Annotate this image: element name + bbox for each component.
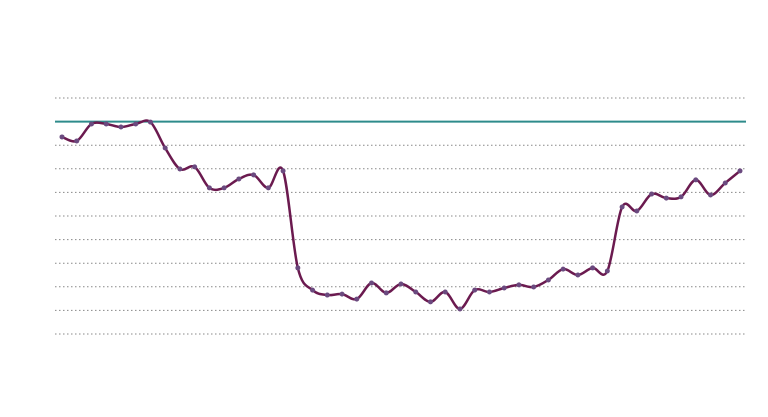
marker: [501, 285, 507, 291]
marker: [560, 266, 566, 272]
marker: [708, 192, 714, 198]
marker: [472, 287, 478, 293]
marker: [147, 119, 153, 125]
marker: [324, 292, 330, 298]
marker: [339, 291, 345, 297]
marker: [383, 290, 389, 296]
marker: [118, 124, 124, 130]
marker: [619, 204, 625, 210]
marker: [737, 168, 743, 174]
marker: [516, 282, 522, 288]
marker: [575, 272, 581, 278]
marker: [192, 164, 198, 170]
marker: [413, 289, 419, 295]
marker: [531, 284, 537, 290]
marker: [265, 185, 271, 191]
marker: [457, 306, 463, 312]
marker: [280, 168, 286, 174]
marker: [133, 121, 139, 127]
marker: [310, 287, 316, 293]
marker: [369, 280, 375, 286]
marker: [221, 185, 227, 191]
marker: [545, 277, 551, 283]
marker: [590, 265, 596, 271]
marker: [442, 289, 448, 295]
marker: [693, 177, 699, 183]
marker: [634, 208, 640, 214]
marker: [649, 191, 655, 197]
marker: [427, 299, 433, 305]
marker: [59, 134, 65, 140]
marker: [295, 265, 301, 271]
marker: [177, 166, 183, 172]
marker: [722, 180, 728, 186]
marker: [398, 281, 404, 287]
marker: [354, 296, 360, 302]
marker: [74, 138, 80, 144]
marker: [604, 268, 610, 274]
marker: [486, 289, 492, 295]
marker: [236, 176, 242, 182]
marker: [251, 172, 257, 178]
marker: [162, 145, 168, 151]
marker: [663, 195, 669, 201]
marker: [206, 185, 212, 191]
marker: [678, 194, 684, 200]
marker: [103, 121, 109, 127]
marker: [88, 121, 94, 127]
